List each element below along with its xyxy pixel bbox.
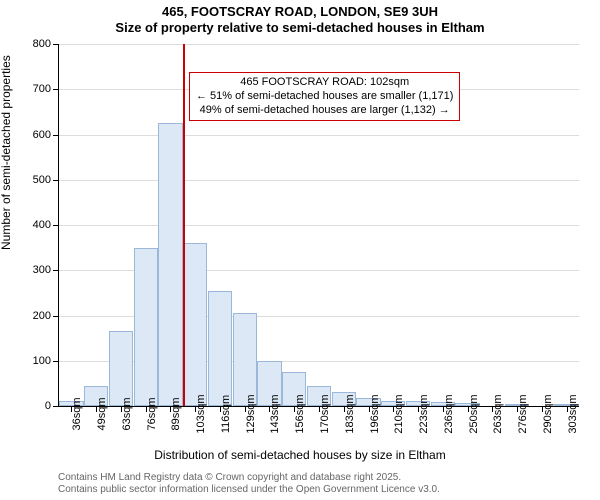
x-axis-label: Distribution of semi-detached houses by … <box>0 448 600 462</box>
x-tick-label: 143sqm <box>269 394 281 433</box>
histogram-bar <box>158 123 182 406</box>
x-tick-label: 276sqm <box>517 394 529 433</box>
x-tick-label: 36sqm <box>71 397 83 430</box>
callout-line-1: 465 FOOTSCRAY ROAD: 102sqm <box>196 76 453 90</box>
grid-line <box>59 135 579 136</box>
y-tick-label: 100 <box>33 355 51 367</box>
x-tick-label: 49sqm <box>96 397 108 430</box>
y-tick-label: 0 <box>45 400 51 412</box>
histogram-bar <box>233 313 257 406</box>
x-tick-label: 236sqm <box>443 394 455 433</box>
chart-title: 465, FOOTSCRAY ROAD, LONDON, SE9 3UH Siz… <box>0 4 600 37</box>
title-line1: 465, FOOTSCRAY ROAD, LONDON, SE9 3UH <box>0 4 600 20</box>
y-tick <box>53 44 59 45</box>
x-tick-label: 183sqm <box>344 394 356 433</box>
histogram-bar <box>208 291 232 406</box>
grid-line <box>59 225 579 226</box>
x-tick-label: 250sqm <box>468 394 480 433</box>
y-tick <box>53 225 59 226</box>
y-tick <box>53 316 59 317</box>
histogram-chart: 465, FOOTSCRAY ROAD, LONDON, SE9 3UH Siz… <box>0 0 600 500</box>
y-tick-label: 600 <box>33 129 51 141</box>
x-tick-label: 223sqm <box>418 394 430 433</box>
title-line2: Size of property relative to semi-detach… <box>0 20 600 36</box>
y-tick-label: 800 <box>33 38 51 50</box>
y-axis-label: Number of semi-detached properties <box>0 55 13 250</box>
y-tick-label: 400 <box>33 219 51 231</box>
y-tick-label: 500 <box>33 174 51 186</box>
marker-line <box>183 44 185 406</box>
x-tick-label: 89sqm <box>170 397 182 430</box>
y-tick-label: 300 <box>33 264 51 276</box>
plot-area: 010020030040050060070080036sqm49sqm63sqm… <box>58 44 579 407</box>
x-tick-label: 170sqm <box>319 394 331 433</box>
x-tick-label: 263sqm <box>492 394 504 433</box>
y-tick <box>53 89 59 90</box>
callout-line-2: ← 51% of semi-detached houses are smalle… <box>196 90 453 104</box>
x-tick-label: 103sqm <box>195 394 207 433</box>
histogram-bar <box>109 331 133 406</box>
callout-line-3: 49% of semi-detached houses are larger (… <box>196 104 453 118</box>
x-tick-label: 63sqm <box>121 397 133 430</box>
y-tick-label: 200 <box>33 310 51 322</box>
x-tick-label: 196sqm <box>369 394 381 433</box>
y-tick-label: 700 <box>33 83 51 95</box>
x-tick-label: 156sqm <box>294 394 306 433</box>
x-tick-label: 116sqm <box>220 395 232 433</box>
histogram-bar <box>183 243 207 406</box>
footer-line1: Contains HM Land Registry data © Crown c… <box>58 472 598 484</box>
x-tick-label: 303sqm <box>567 394 579 433</box>
y-tick <box>53 180 59 181</box>
histogram-bar <box>134 248 158 406</box>
footer-line2: Contains public sector information licen… <box>58 484 598 496</box>
x-tick-label: 76sqm <box>146 397 158 430</box>
grid-line <box>59 180 579 181</box>
x-tick-label: 290sqm <box>542 394 554 433</box>
x-tick-label: 210sqm <box>393 394 405 433</box>
y-tick <box>53 406 59 407</box>
grid-line <box>59 44 579 45</box>
callout-box: 465 FOOTSCRAY ROAD: 102sqm← 51% of semi-… <box>189 72 460 121</box>
y-tick <box>53 135 59 136</box>
y-tick <box>53 270 59 271</box>
attribution-footer: Contains HM Land Registry data © Crown c… <box>58 472 598 496</box>
y-tick <box>53 361 59 362</box>
x-tick-label: 129sqm <box>245 394 257 433</box>
